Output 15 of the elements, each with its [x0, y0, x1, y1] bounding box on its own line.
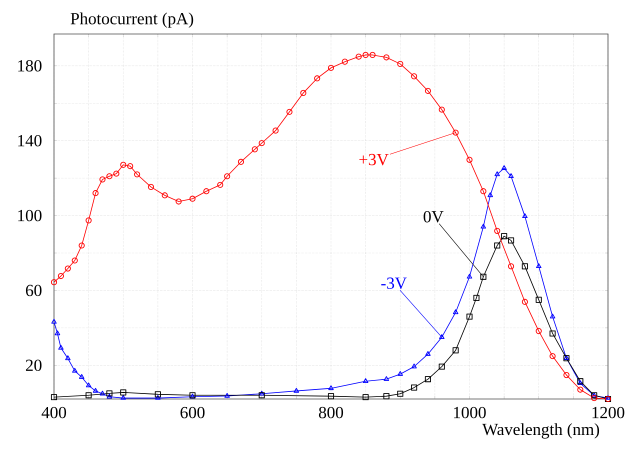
- y-tick-label: 20: [26, 360, 42, 372]
- y-tick-label: 180: [18, 60, 42, 72]
- y-tick-label: 140: [18, 134, 42, 146]
- x-tick-label: 1000: [454, 406, 486, 418]
- annotation: -3V: [381, 277, 407, 289]
- x-tick-label: 400: [42, 406, 66, 418]
- x-tick-label: 600: [180, 406, 205, 418]
- x-tick-label: 1200: [592, 406, 624, 418]
- y-axis-title: Photocurrent (pA): [70, 12, 194, 28]
- annotation: +3V: [359, 154, 389, 166]
- y-tick-label: 100: [18, 210, 42, 222]
- annotation: 0V: [424, 211, 444, 223]
- y-tick-label: 60: [26, 284, 42, 296]
- x-axis-title: Wavelength (nm): [482, 423, 600, 439]
- x-tick-label: 800: [318, 406, 344, 418]
